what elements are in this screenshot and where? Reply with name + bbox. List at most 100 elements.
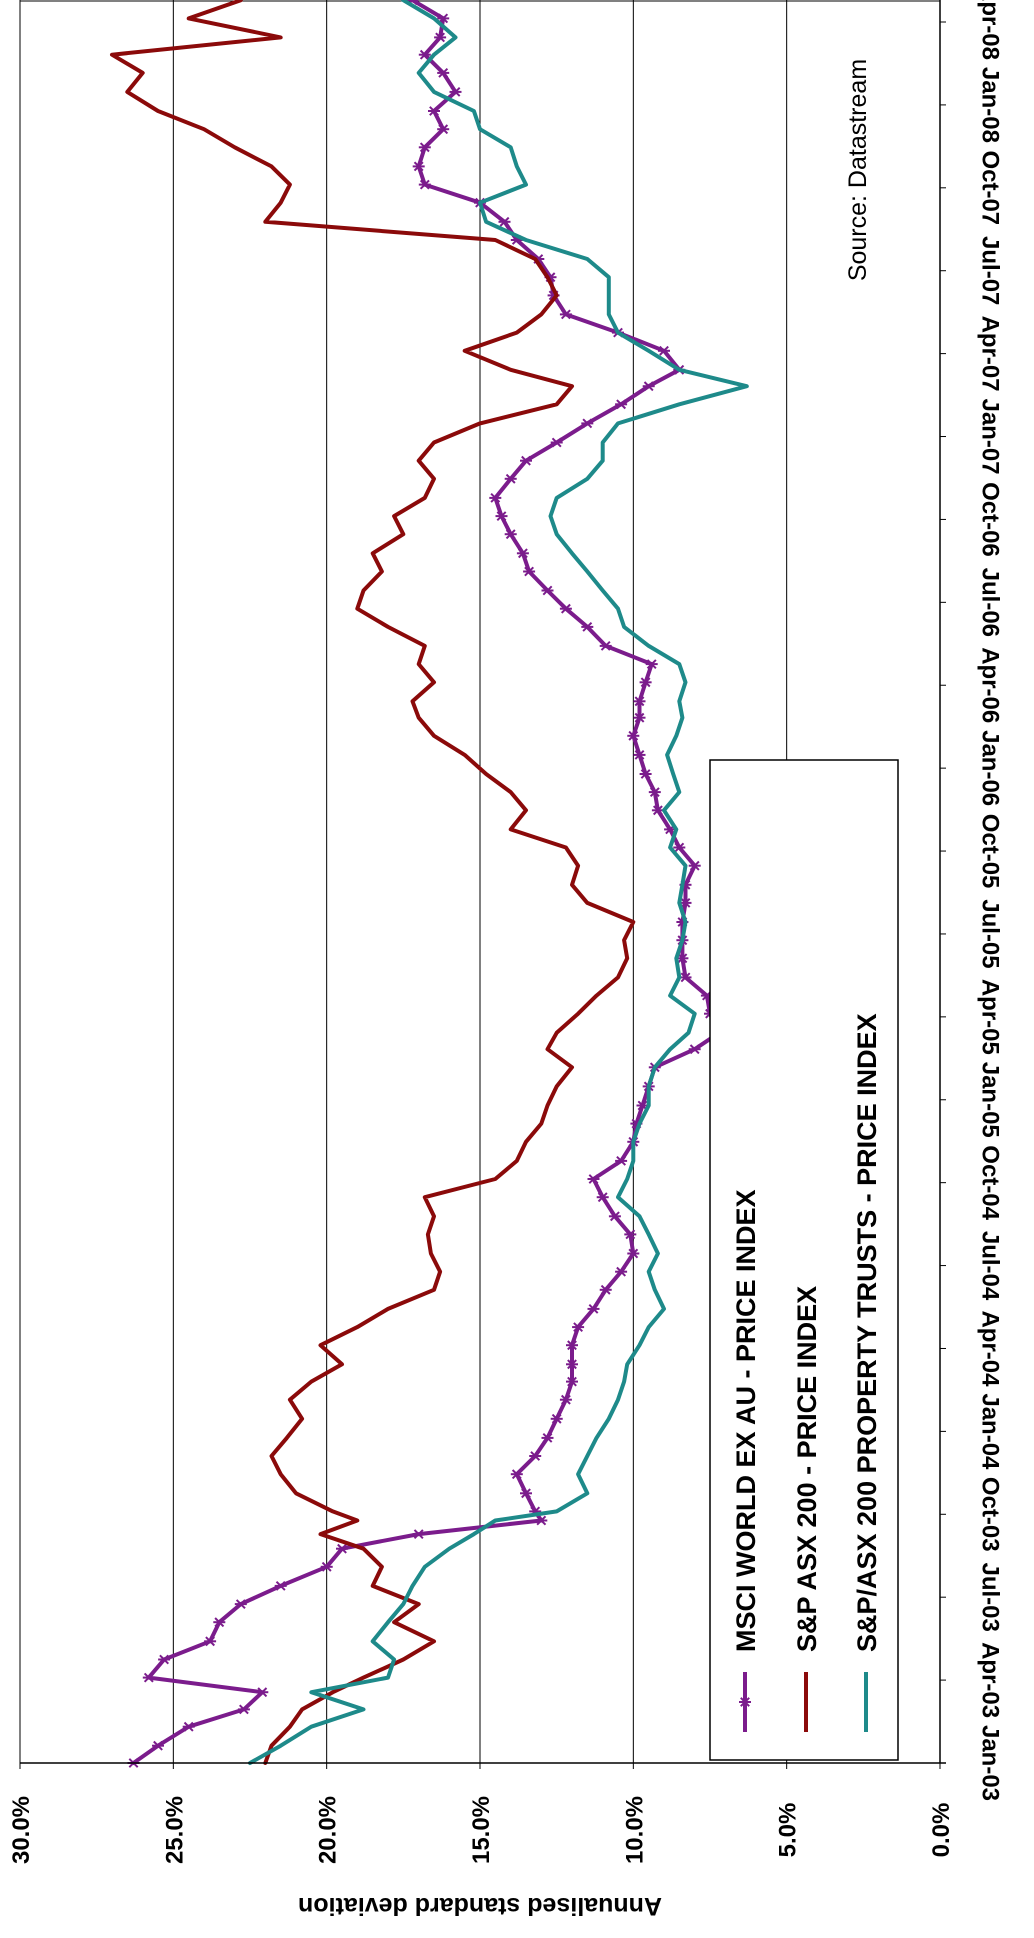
x-tick-label: Apr-07: [977, 316, 1004, 392]
x-axis: Jan-03 Apr-03 Jul-03 Oct-03 Jan-04 Apr-04 Jul-…: [939, 0, 1004, 1801]
data-point: [581, 621, 594, 632]
data-point: [624, 1229, 637, 1240]
data-point: [559, 1394, 572, 1405]
x-tick-label: Oct-04: [977, 1145, 1004, 1220]
data-point: [489, 492, 502, 503]
data-point: [535, 1515, 548, 1526]
x-tick-label: Apr-06: [977, 647, 1004, 723]
x-tick-label: Oct-03: [977, 1477, 1004, 1552]
data-point: [599, 640, 612, 651]
data-point: [213, 1617, 226, 1628]
data-point: [520, 1488, 532, 1499]
data-point: [516, 548, 529, 559]
y-tick-label: 5.0%: [775, 1803, 802, 1858]
data-point: [658, 345, 670, 356]
data-point: [495, 511, 508, 522]
source-note: Source: Datastream: [844, 59, 872, 281]
data-point: [437, 67, 450, 78]
data-point: [204, 1636, 217, 1647]
data-point: [615, 399, 628, 410]
data-point: [633, 712, 646, 723]
data-point: [679, 897, 692, 908]
legend-label: MSCI WORLD EX AU - PRICE INDEX: [731, 1189, 761, 1652]
data-point: [633, 696, 646, 707]
data-point: [498, 216, 511, 227]
data-point: [651, 805, 664, 816]
data-point: [256, 1687, 269, 1698]
data-point: [566, 1340, 578, 1351]
data-point: [541, 1432, 554, 1443]
legend-marker: [739, 1697, 751, 1707]
data-point: [642, 381, 655, 392]
y-tick-label: 10.0%: [621, 1796, 648, 1864]
data-point: [504, 473, 517, 484]
data-point: [645, 659, 658, 670]
data-point: [237, 1704, 250, 1715]
data-point: [274, 1580, 287, 1591]
data-point: [673, 842, 686, 853]
series-line: [110, 0, 636, 1765]
data-point: [566, 1359, 578, 1370]
data-point: [412, 161, 425, 172]
data-point: [529, 1451, 542, 1461]
data-point: [541, 585, 554, 596]
data-point: [608, 1211, 621, 1222]
data-point: [639, 769, 652, 779]
data-point: [688, 1044, 701, 1055]
data-point: [581, 418, 594, 429]
data-point: [523, 566, 536, 577]
data-point: [627, 730, 640, 741]
series-line: [131, 0, 722, 1765]
x-tick-label: Jul-06: [977, 568, 1004, 637]
x-tick-label: Apr-04: [977, 1310, 1004, 1387]
data-point: [599, 1284, 612, 1295]
data-point: [627, 1248, 640, 1259]
data-point: [504, 529, 517, 540]
data-point: [158, 1654, 171, 1665]
data-point: [182, 1721, 195, 1732]
legend-label: S&P/ASX 200 PROPERTY TRUSTS - PRICE INDE…: [852, 1013, 882, 1652]
legend-label: S&P ASX 200 - PRICE INDEX: [792, 1286, 822, 1652]
x-tick-label: Apr-03: [977, 1642, 1004, 1718]
data-point: [679, 972, 692, 983]
data-point: [418, 49, 431, 60]
y-tick-label: 25.0%: [161, 1796, 188, 1864]
data-point: [418, 179, 431, 190]
data-point: [142, 1672, 155, 1683]
x-tick-label: Oct-05: [977, 814, 1004, 889]
data-point: [418, 142, 431, 153]
y-tick-label: 15.0%: [468, 1796, 495, 1864]
data-point: [434, 32, 447, 43]
x-tick-label: Oct-06: [977, 482, 1004, 557]
data-point: [336, 1543, 348, 1554]
data-point: [559, 309, 572, 320]
data-point: [449, 86, 462, 97]
data-point: [572, 1322, 585, 1333]
data-point: [437, 124, 450, 135]
data-point: [566, 1376, 578, 1387]
x-tick-label: Oct-07: [977, 150, 1004, 225]
series-line: [248, 0, 749, 1765]
data-point: [437, 13, 450, 24]
data-point: [428, 106, 440, 116]
x-tick-label: Jan-04: [977, 1393, 1004, 1470]
x-tick-label: Jul-03: [977, 1563, 1004, 1632]
x-tick-label: Jul-07: [977, 236, 1004, 305]
y-tick-label: 20.0%: [315, 1796, 342, 1864]
x-tick-label: Jul-05: [977, 899, 1004, 968]
data-point: [648, 787, 661, 798]
data-point: [587, 1303, 600, 1314]
legend: MSCI WORLD EX AU - PRICE INDEX S&P ASX 20…: [709, 759, 899, 1761]
x-tick-label: Apr-05: [976, 979, 1003, 1055]
x-tick-label: Jan-05: [977, 1062, 1004, 1138]
data-point: [615, 1155, 628, 1166]
data-point: [596, 1192, 609, 1203]
data-point: [615, 1266, 628, 1277]
x-tick-label: Jan-07: [977, 399, 1004, 475]
data-point: [633, 749, 646, 760]
data-point: [639, 677, 652, 688]
x-tick-label: Jan-06: [977, 730, 1004, 806]
x-tick-label: Jul-04: [977, 1231, 1004, 1301]
y-tick-label: 0.0%: [928, 1803, 955, 1858]
x-tick-label: Apr-08: [977, 0, 1004, 60]
